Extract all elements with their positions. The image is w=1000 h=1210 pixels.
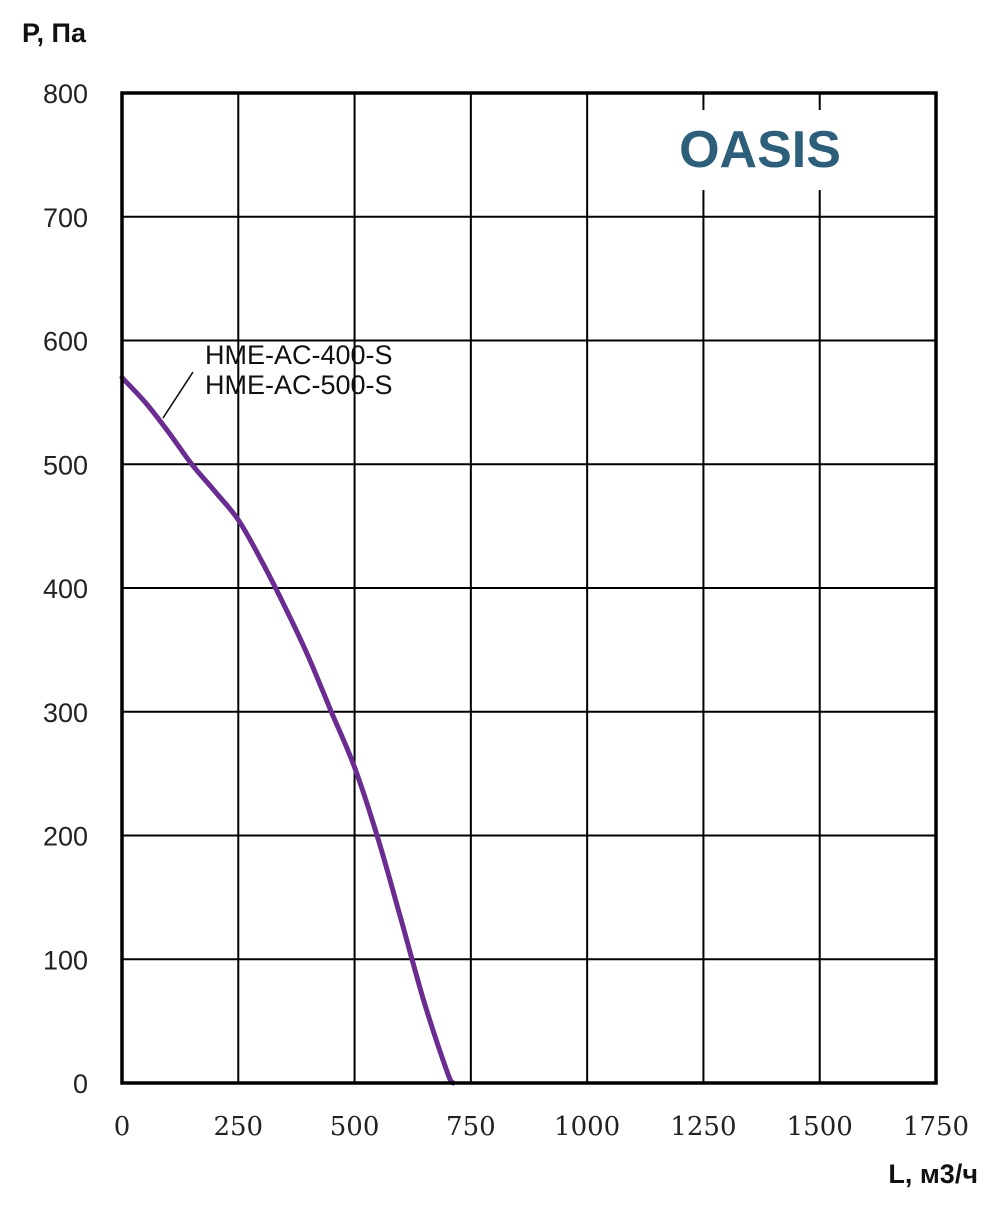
series-label-leader xyxy=(162,371,194,419)
grid xyxy=(122,93,936,1083)
y-tick-label: 300 xyxy=(43,698,88,728)
series-line-hme-ac xyxy=(119,375,456,1086)
x-tick-label: 1000 xyxy=(554,1112,620,1142)
y-tick-label: 700 xyxy=(43,203,88,233)
brand-backdrop xyxy=(660,110,860,190)
x-tick-label: 1500 xyxy=(787,1112,853,1142)
series-layer xyxy=(119,375,456,1086)
y-tick-label: 800 xyxy=(43,79,88,109)
x-tick-label: 750 xyxy=(446,1112,496,1142)
series-label-500: HME-AC-500-S xyxy=(205,370,393,400)
y-tick-label: 0 xyxy=(73,1069,88,1099)
plot-frame xyxy=(120,91,938,1085)
y-axis-title: P, Па xyxy=(22,18,87,48)
brand-logo-text: OASIS xyxy=(679,121,841,179)
y-tick-label: 500 xyxy=(43,450,88,480)
brand-watermark: OASIS xyxy=(660,110,860,190)
x-tick-label: 1750 xyxy=(903,1112,969,1142)
x-tick-label: 500 xyxy=(330,1112,380,1142)
y-tick-label: 200 xyxy=(43,822,88,852)
tick-labels: 0 250 500 750 1000 1250 1500 1750 0 100 200 300 400 5… xyxy=(43,79,969,1142)
x-tick-label: 1250 xyxy=(670,1112,736,1142)
x-tick-label: 250 xyxy=(213,1112,263,1142)
series-label-400: HME-AC-400-S xyxy=(205,340,393,370)
y-tick-label: 400 xyxy=(43,574,88,604)
x-tick-label: 0 xyxy=(114,1112,131,1142)
y-tick-label: 100 xyxy=(43,945,88,975)
y-tick-label: 600 xyxy=(43,327,88,357)
x-axis-title: L, м3/ч xyxy=(888,1159,978,1189)
